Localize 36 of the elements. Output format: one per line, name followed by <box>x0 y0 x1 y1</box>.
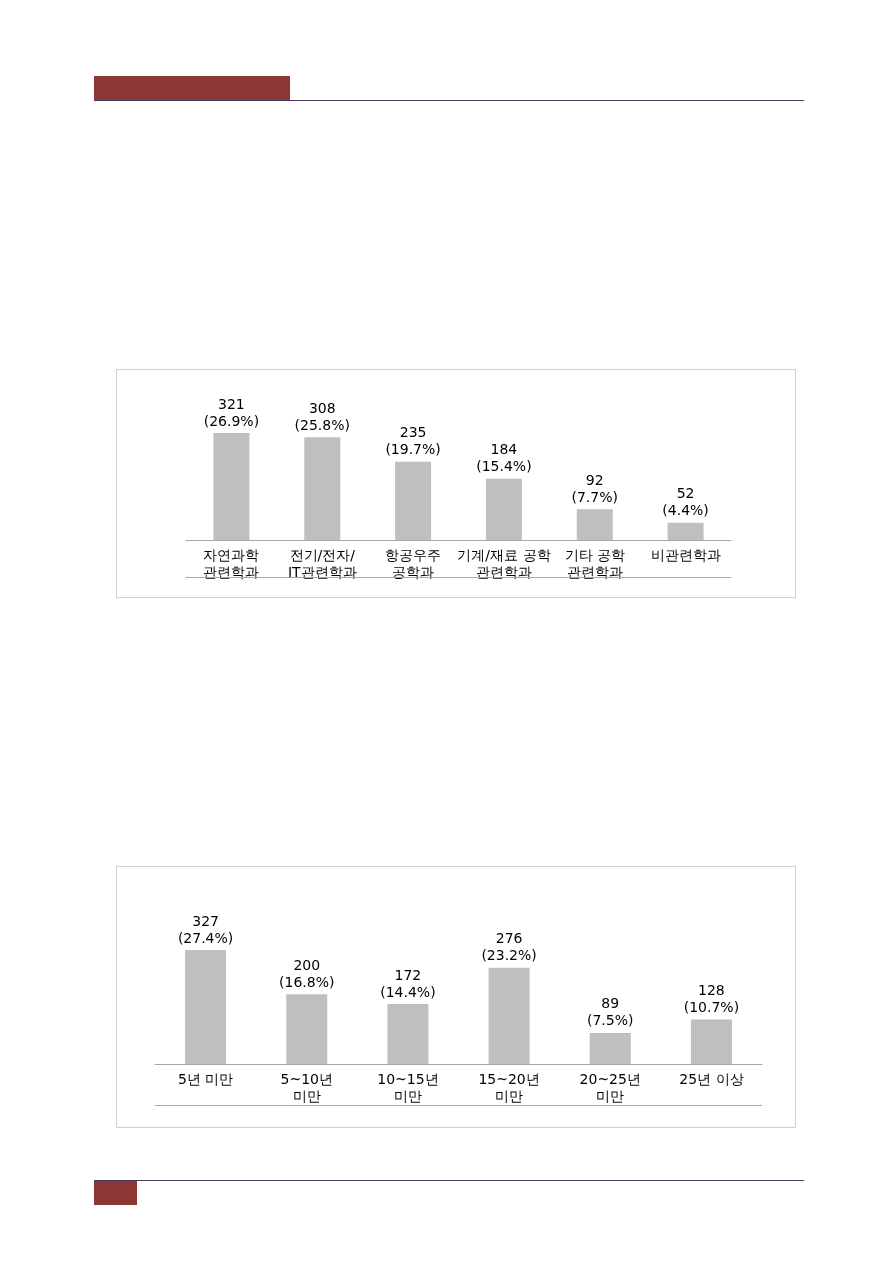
data-label: 321 (26.9%) <box>203 395 260 429</box>
x-tick-label: 5~10년 미만 <box>280 1070 333 1104</box>
bar <box>690 1019 732 1064</box>
x-tick-label: 5년 미만 <box>177 1070 234 1087</box>
x-tick-label: 전기/전자/ IT관련학과 <box>287 546 357 580</box>
data-label: 184 (15.4%) <box>476 441 532 475</box>
x-tick-label: 15~20년 미만 <box>478 1070 540 1104</box>
x-tick-label: 기계/재료 공학 관련학과 <box>457 546 551 580</box>
data-label: 276 (23.2%) <box>481 930 537 964</box>
bar <box>387 1004 429 1064</box>
x-tick-label: 20~25년 미만 <box>579 1070 641 1104</box>
data-label: 327 (27.4%) <box>177 912 234 946</box>
bar <box>395 461 432 540</box>
data-label: 52 (4.4%) <box>662 485 709 519</box>
bar <box>589 1032 631 1064</box>
data-label: 235 (19.7%) <box>385 424 441 458</box>
data-label: 128 (10.7%) <box>683 981 740 1015</box>
bar <box>576 509 613 540</box>
data-label: 92 (7.7%) <box>571 471 618 505</box>
x-tick-label: 25년 이상 <box>679 1070 744 1087</box>
x-tick-label: 비관련학과 <box>650 546 721 563</box>
bar <box>286 994 328 1064</box>
data-label: 89 (7.5%) <box>587 995 634 1029</box>
x-tick-label: 기타 공학 관련학과 <box>564 546 625 580</box>
data-label: 308 (25.8%) <box>294 399 350 433</box>
x-tick-label: 10~15년 미만 <box>377 1070 439 1104</box>
x-tick-label: 자연과학 관련학과 <box>203 546 260 580</box>
bar <box>488 967 530 1064</box>
bar <box>485 478 522 540</box>
bar <box>213 433 250 540</box>
bar <box>667 522 704 540</box>
data-label: 200 (16.8%) <box>279 956 335 990</box>
bar <box>304 437 341 540</box>
bar <box>185 950 227 1064</box>
data-label: 172 (14.4%) <box>380 966 436 1000</box>
x-tick-label: 항공우주 공학과 <box>385 546 442 580</box>
